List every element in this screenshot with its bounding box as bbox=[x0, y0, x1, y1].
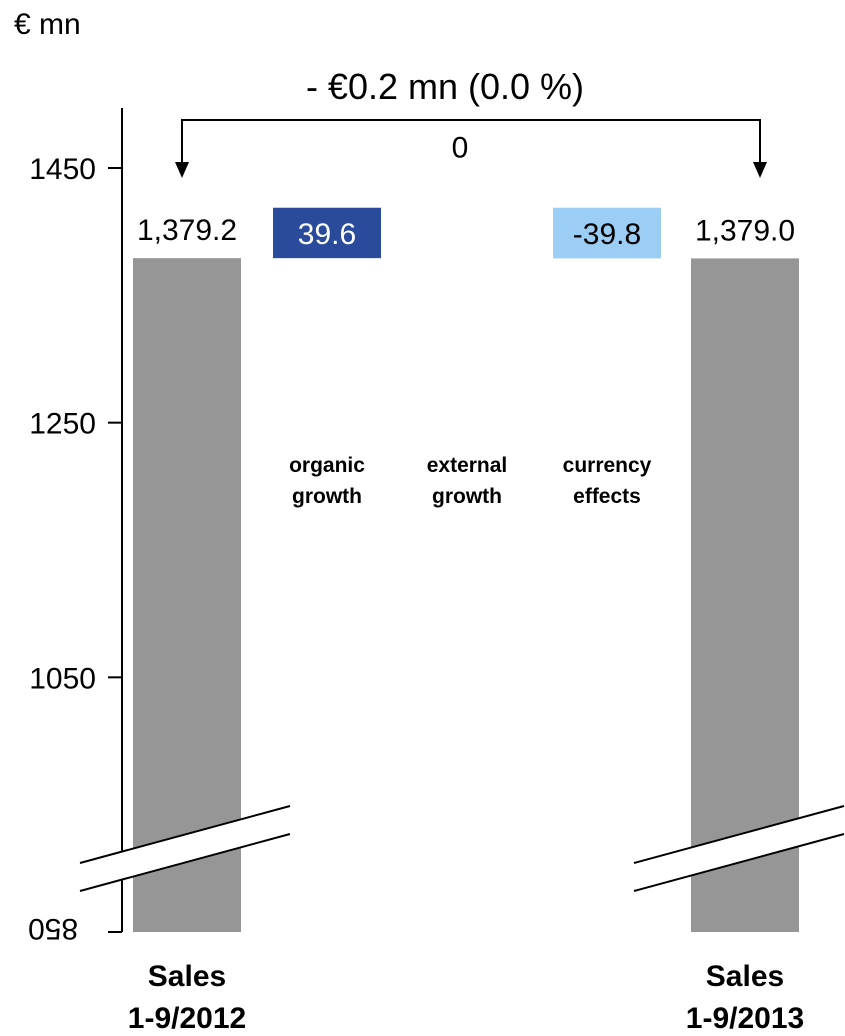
axis-break-line bbox=[79, 833, 291, 892]
category-label: Sales bbox=[148, 960, 226, 993]
category-label: 1-9/2012 bbox=[128, 1002, 246, 1035]
category-label: Sales bbox=[706, 960, 784, 993]
delta-bar bbox=[553, 207, 661, 259]
change-bracket bbox=[175, 119, 767, 178]
total-bar bbox=[691, 258, 799, 932]
axis-break-line bbox=[633, 833, 845, 892]
total-bar bbox=[133, 258, 241, 933]
y-tick-label: 1050 bbox=[29, 662, 96, 695]
data-label: 39.6 bbox=[298, 218, 356, 251]
category-label: currency bbox=[563, 454, 652, 477]
category-label: organic bbox=[289, 454, 365, 477]
category-label: growth bbox=[292, 485, 362, 508]
axis-break-line bbox=[79, 805, 291, 864]
axis-break-line bbox=[633, 805, 845, 864]
y-tick-label: 1450 bbox=[29, 153, 96, 186]
change-annotation: - €0.2 mn (0.0 %) bbox=[305, 66, 585, 107]
y-axis: 850 1050 1250 1450 bbox=[28, 108, 123, 945]
y-tick-label: 1250 bbox=[29, 408, 96, 441]
unit-label: € mn bbox=[14, 8, 81, 41]
data-labels: 1,379.2 39.6 0 -39.8 1,379.0 bbox=[137, 132, 795, 251]
arrow-down-icon bbox=[753, 162, 767, 178]
category-labels: Sales 1-9/2012 organic growth external growth… bbox=[128, 454, 804, 1035]
data-label: -39.8 bbox=[573, 218, 641, 251]
delta-bar bbox=[273, 207, 381, 259]
axis-breaks bbox=[79, 805, 845, 892]
data-label: 1,379.0 bbox=[695, 214, 795, 247]
category-label: effects bbox=[573, 485, 641, 508]
axis-break-gap bbox=[634, 806, 844, 891]
bars bbox=[133, 207, 799, 933]
data-label: 1,379.2 bbox=[137, 214, 237, 247]
category-label: external bbox=[427, 454, 508, 477]
axis-break-gap bbox=[80, 806, 290, 891]
y-tick-label: 850 bbox=[28, 912, 78, 945]
category-label: growth bbox=[432, 485, 502, 508]
arrow-down-icon bbox=[175, 162, 189, 178]
bracket-line bbox=[181, 119, 761, 164]
data-label: 0 bbox=[452, 132, 469, 165]
category-label: 1-9/2013 bbox=[686, 1002, 804, 1035]
